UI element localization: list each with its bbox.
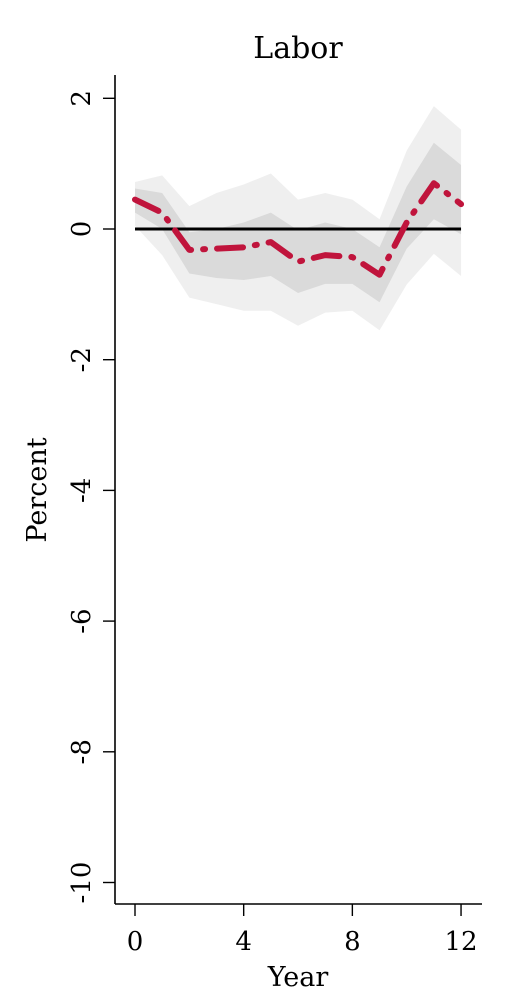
y-tick-label: -2 [67, 347, 97, 372]
y-tick-label: -4 [67, 478, 97, 503]
y-tick-label: -10 [67, 862, 97, 904]
x-tick-label: 8 [344, 927, 361, 957]
x-axis-title: Year [267, 962, 329, 993]
axes [114, 75, 482, 905]
x-tick-label: 12 [444, 927, 477, 957]
y-tick-label: -6 [67, 608, 97, 633]
band-inner [135, 142, 462, 303]
y-axis-title: Percent [22, 437, 53, 542]
x-tick-label: 4 [235, 927, 252, 957]
ticks: 2 0 -2 -4 -6 -8 -10 0 4 8 12 [67, 90, 478, 957]
estimate-line [132, 180, 465, 278]
confidence-bands [135, 106, 462, 331]
y-tick-label: 0 [67, 221, 97, 238]
x-tick-label: 0 [127, 927, 144, 957]
series-lines [132, 180, 465, 278]
y-tick-label: 2 [67, 90, 97, 107]
chart-title: Labor [253, 31, 343, 66]
y-tick-label: -8 [67, 739, 97, 764]
